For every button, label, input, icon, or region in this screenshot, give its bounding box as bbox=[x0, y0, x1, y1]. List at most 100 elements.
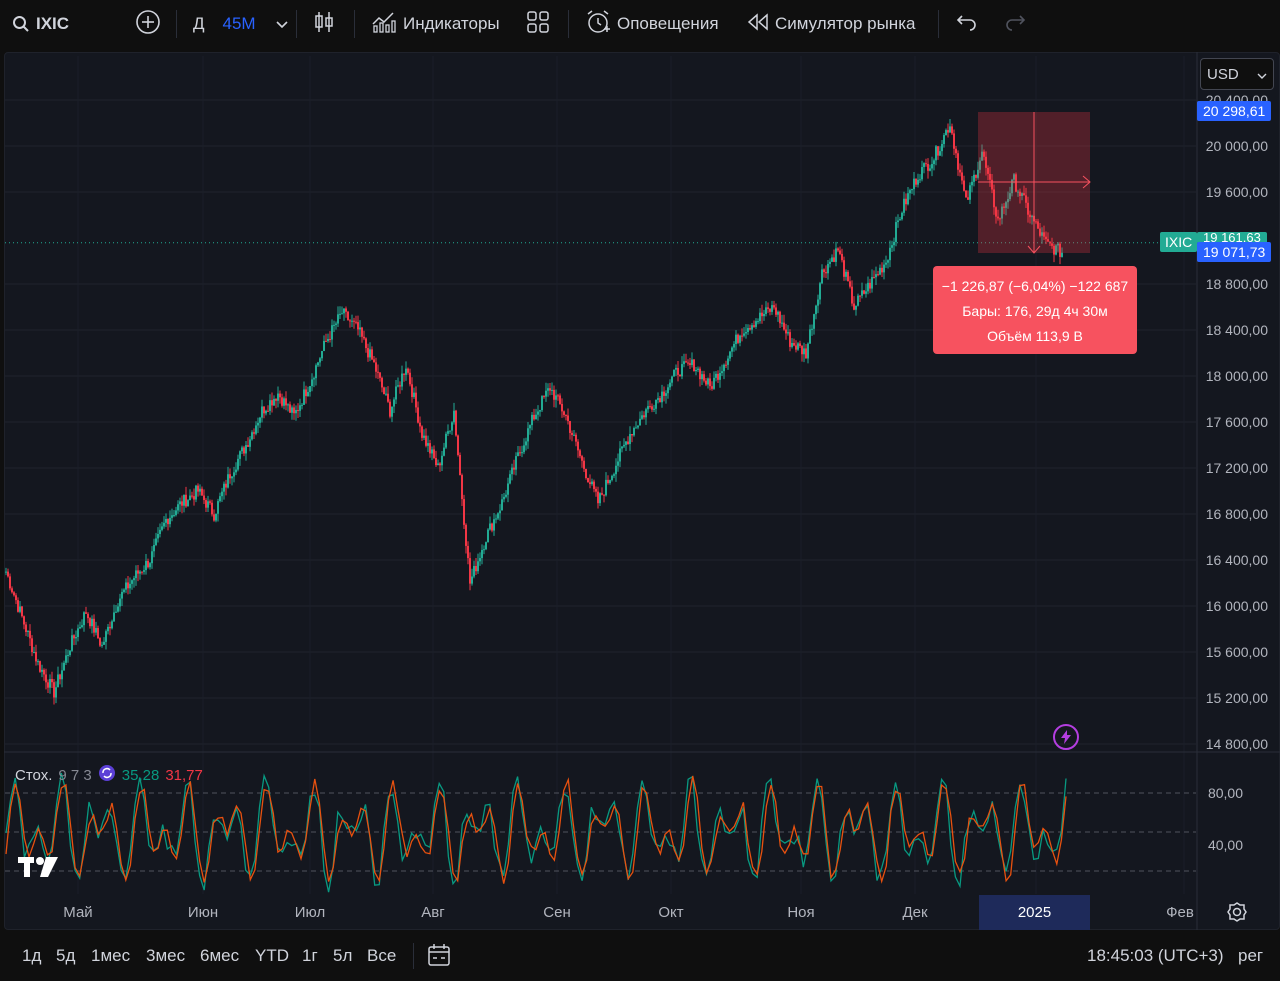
candle-body bbox=[219, 496, 221, 502]
stochastic-legend[interactable]: Стох. 9 7 3 35,28 31,77 bbox=[15, 764, 203, 786]
chart-type-button[interactable] bbox=[313, 0, 335, 48]
candle-body bbox=[415, 392, 417, 408]
indicators-label: Индикаторы bbox=[403, 14, 500, 33]
candle-body bbox=[97, 628, 99, 639]
candle-body bbox=[669, 382, 671, 388]
candle-body bbox=[881, 267, 883, 273]
range-1d[interactable]: 1д bbox=[22, 946, 42, 965]
candle-body bbox=[179, 501, 181, 505]
price-tick-label: 16 000,00 bbox=[1206, 598, 1268, 614]
range-1y[interactable]: 1г bbox=[302, 946, 318, 965]
candle-body bbox=[527, 428, 529, 442]
session-toggle[interactable]: рег bbox=[1238, 946, 1264, 965]
candle-body bbox=[915, 178, 917, 185]
candle-body bbox=[839, 250, 841, 254]
range-6m[interactable]: 6мес bbox=[200, 946, 240, 965]
currency-select[interactable]: USD bbox=[1200, 58, 1274, 90]
gear-icon[interactable] bbox=[1226, 901, 1248, 928]
candle-body bbox=[443, 447, 445, 456]
candle-body bbox=[311, 379, 313, 387]
undo-button[interactable] bbox=[956, 0, 978, 48]
candle-body bbox=[923, 163, 925, 168]
candle-body bbox=[181, 501, 183, 506]
compare-button[interactable] bbox=[135, 0, 161, 48]
candle-body bbox=[713, 377, 715, 389]
range-1m[interactable]: 1мес bbox=[91, 946, 131, 965]
candle-body bbox=[761, 312, 763, 317]
candle-body bbox=[1027, 202, 1029, 215]
candle-body bbox=[239, 451, 241, 459]
candle-body bbox=[949, 126, 951, 133]
candle-body bbox=[1015, 174, 1017, 192]
candle-body bbox=[939, 151, 941, 156]
candle-body bbox=[523, 445, 525, 453]
clock-readout[interactable]: 18:45:03 (UTC+3) bbox=[1087, 946, 1224, 965]
candle-body bbox=[127, 582, 129, 589]
candle-body bbox=[147, 560, 149, 568]
candle-body bbox=[277, 393, 279, 401]
candle-body bbox=[1051, 243, 1053, 246]
candle-body bbox=[653, 408, 655, 410]
candle-body bbox=[697, 368, 699, 370]
candle-body bbox=[791, 342, 793, 347]
range-5y[interactable]: 5л bbox=[333, 946, 353, 965]
candle-body bbox=[483, 549, 485, 551]
candle-body bbox=[813, 314, 815, 329]
candle-body bbox=[321, 351, 323, 359]
candle-body bbox=[703, 374, 705, 381]
refresh-icon[interactable] bbox=[98, 764, 116, 786]
candle-body bbox=[109, 626, 111, 629]
candle-body bbox=[27, 630, 29, 632]
candle-body bbox=[183, 494, 185, 506]
range-ytd[interactable]: YTD bbox=[255, 946, 289, 965]
layouts-button[interactable] bbox=[527, 0, 549, 48]
alerts-button[interactable]: Оповещения bbox=[585, 0, 719, 48]
time-axis[interactable]: Май Июн Июл Авг Сен Окт Ноя Дек 2025 Фев bbox=[4, 895, 1198, 930]
candle-body bbox=[725, 364, 727, 366]
candle-body bbox=[615, 465, 617, 475]
symbol-search[interactable]: IXIC bbox=[12, 0, 69, 48]
lightning-icon[interactable] bbox=[1053, 724, 1079, 750]
calendar-range-icon[interactable] bbox=[427, 943, 451, 972]
candle-body bbox=[855, 305, 857, 310]
candle-body bbox=[191, 495, 193, 497]
candle-body bbox=[469, 558, 471, 584]
candle-body bbox=[205, 500, 207, 508]
candle-body bbox=[33, 652, 35, 654]
candle-body bbox=[555, 395, 557, 400]
candle-body bbox=[587, 478, 589, 483]
replay-button[interactable]: Симулятор рынка bbox=[747, 0, 915, 48]
candle-body bbox=[141, 571, 143, 573]
candle-body bbox=[611, 475, 613, 481]
candle-body bbox=[889, 247, 891, 261]
range-all[interactable]: Все bbox=[367, 946, 397, 965]
candle-body bbox=[899, 219, 901, 221]
candle-body bbox=[629, 434, 631, 444]
time-label: Май bbox=[63, 904, 93, 921]
bottom-toolbar: 1д 5д 1мес 3мес 6мес YTD 1г 5л Все 18:45… bbox=[0, 931, 1280, 981]
range-5d[interactable]: 5д bbox=[56, 946, 76, 965]
interval-selector[interactable]: Д 45M bbox=[193, 0, 288, 48]
redo-icon bbox=[1004, 13, 1026, 36]
candle-body bbox=[745, 331, 747, 334]
candle-body bbox=[715, 373, 717, 378]
candle-body bbox=[269, 400, 271, 411]
candle-body bbox=[837, 248, 839, 251]
candle-body bbox=[1047, 239, 1049, 242]
candle-body bbox=[249, 439, 251, 447]
candle-body bbox=[169, 517, 171, 525]
candle-body bbox=[989, 173, 991, 180]
range-3m[interactable]: 3мес bbox=[146, 946, 186, 965]
candle-body bbox=[553, 389, 555, 400]
indicators-button[interactable]: Индикаторы bbox=[371, 0, 500, 48]
candle-body bbox=[149, 563, 151, 568]
candle-body bbox=[1023, 193, 1025, 196]
time-label: 2025 bbox=[1017, 904, 1052, 921]
redo-button[interactable] bbox=[1004, 0, 1026, 48]
candle-body bbox=[595, 488, 597, 492]
candle-body bbox=[199, 488, 201, 492]
candle-body bbox=[365, 338, 367, 349]
candle-body bbox=[339, 313, 341, 315]
candle-body bbox=[387, 393, 389, 402]
